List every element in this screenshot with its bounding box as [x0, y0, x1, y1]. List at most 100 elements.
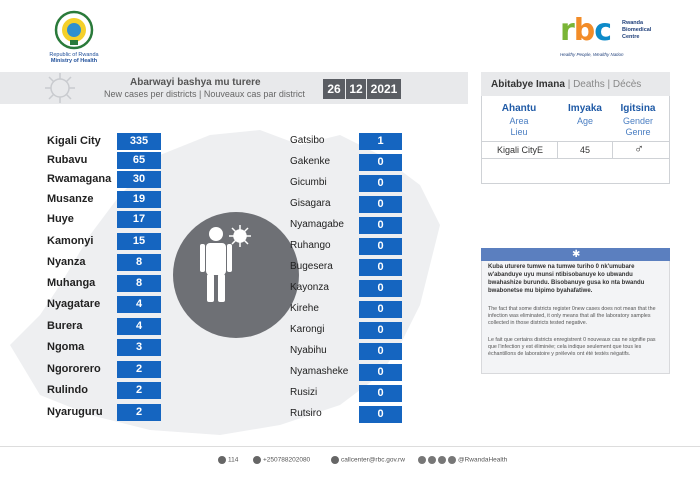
district-name: Muhanga [47, 277, 96, 289]
rbc-tagline: Healthy People, Wealthy Nation [560, 52, 624, 57]
district-value: 4 [117, 296, 161, 313]
district-name: Nyamagabe [290, 219, 344, 230]
rbc-name-line: Rwanda [622, 20, 644, 26]
facebook-icon [428, 456, 436, 464]
district-name: Nyanza [47, 256, 86, 268]
rbc-letter-b: b [573, 13, 596, 48]
social-handle[interactable]: @RwandaHealth [458, 456, 508, 464]
district-name: Rutsiro [290, 408, 322, 419]
district-name: Kamonyi [47, 235, 94, 247]
column-sub-area: Lieu [510, 127, 528, 137]
district-value: 65 [117, 152, 161, 169]
district-value: 19 [117, 191, 161, 208]
death-row [481, 141, 670, 159]
district-value: 0 [359, 154, 402, 171]
district-value: 2 [117, 404, 161, 421]
district-name: Kigali City [47, 135, 101, 147]
district-value: 0 [359, 343, 402, 360]
district-name: Ngororero [47, 363, 101, 375]
date-month: 12 [346, 79, 366, 99]
district-name: Gisagara [290, 198, 331, 209]
male-gender-icon: ♂ [634, 141, 644, 156]
footer-hotline: 114 [218, 456, 238, 464]
district-name: Huye [47, 213, 74, 225]
district-value: 0 [359, 196, 402, 213]
rbc-logo: rbc Rwanda Biomedical Centre Healthy Peo… [560, 16, 670, 64]
district-value: 17 [117, 211, 161, 228]
ministry-of-health-logo: Republic of Rwanda Ministry of Health [42, 10, 106, 70]
column-header-gender: Igitsina [620, 103, 656, 114]
district-value: 0 [359, 385, 402, 402]
district-value: 3 [117, 339, 161, 356]
email-icon [331, 456, 339, 464]
twitter-icon [418, 456, 426, 464]
footer-phone: +250788202080 [253, 456, 310, 464]
title-kinyarwanda: Abarwayi bashya mu turere [130, 77, 261, 88]
district-value: 0 [359, 280, 402, 297]
rbc-letters: rbc [560, 16, 670, 46]
moh-ministry-text: Ministry of Health [50, 58, 98, 64]
district-name: Rubavu [47, 154, 88, 166]
moh-country-text: Republic of Rwanda [49, 52, 99, 58]
rbc-letter-c: c [594, 13, 612, 48]
district-value: 0 [359, 259, 402, 276]
deaths-header [481, 72, 670, 96]
rbc-name-line: Biomedical [622, 27, 652, 33]
note-french: Le fait que certains districts enregistr… [488, 337, 656, 357]
cell-divider [557, 142, 558, 158]
note-english: The fact that some districts register 0n… [488, 306, 656, 326]
whatsapp-icon [253, 456, 261, 464]
note-kinyarwanda: Kuba uturere tumwe na tumwe turiho 0 nk'… [488, 264, 645, 294]
date-year: 2021 [367, 79, 401, 99]
column-sub-gender: Gender [622, 116, 654, 126]
district-value: 4 [117, 318, 161, 335]
district-name: Musanze [47, 193, 94, 205]
district-name: Rwamagana [47, 173, 112, 185]
district-name: Nyamasheke [290, 366, 349, 377]
district-value: 335 [117, 133, 161, 150]
district-value: 1 [359, 133, 402, 150]
district-name: Bugesera [290, 261, 333, 272]
district-name: Rulindo [47, 384, 88, 396]
district-value: 30 [117, 171, 161, 188]
date-day: 26 [323, 79, 345, 99]
death-area: Kigali CityE [496, 145, 543, 155]
footer-email[interactable]: callcenter@rbc.gov.rw [331, 456, 405, 464]
title-english-french: New cases per districts | Nouveaux cas p… [104, 89, 305, 99]
district-value: 2 [117, 382, 161, 399]
district-name: Nyaruguru [47, 406, 103, 418]
phone-icon [218, 456, 226, 464]
deaths-title: Abitabye Imana | Deaths | Décès [491, 79, 641, 90]
column-sub-gender: Genre [625, 127, 651, 137]
district-name: Gakenke [290, 156, 331, 167]
rbc-letter-r: r [560, 13, 575, 48]
deaths-title-rest: | Deaths | Décès [564, 79, 642, 90]
district-name: Ruhango [290, 240, 331, 251]
district-name: Nyabihu [290, 345, 327, 356]
district-name: Karongi [290, 324, 325, 335]
deaths-title-bold: Abitabye Imana [491, 79, 565, 90]
district-value: 2 [117, 361, 161, 378]
district-name: Ngoma [47, 341, 85, 353]
district-name: Rusizi [290, 387, 318, 398]
footer-social[interactable]: @RwandaHealth [418, 456, 507, 464]
footer [0, 446, 700, 474]
note-badge [481, 248, 670, 261]
rwanda-seal-icon [54, 10, 94, 50]
death-age: 45 [579, 145, 590, 155]
phone-number: +250788202080 [263, 456, 311, 464]
rbc-name-line: Centre [622, 34, 640, 40]
coronavirus-icon [229, 225, 251, 247]
district-value: 0 [359, 301, 402, 318]
district-name: Kirehe [290, 303, 319, 314]
column-sub-age: Age [576, 116, 593, 126]
email-address[interactable]: callcenter@rbc.gov.rw [341, 456, 405, 464]
district-name: Nyagatare [47, 298, 101, 310]
asterisk-icon: ✱ [572, 249, 581, 260]
rbc-name: Rwanda Biomedical Centre [622, 20, 651, 41]
district-value: 0 [359, 406, 402, 423]
district-value: 0 [359, 364, 402, 381]
district-name: Kayonza [290, 282, 329, 293]
person-icon [200, 227, 232, 302]
column-sub-area: Area [509, 116, 529, 126]
